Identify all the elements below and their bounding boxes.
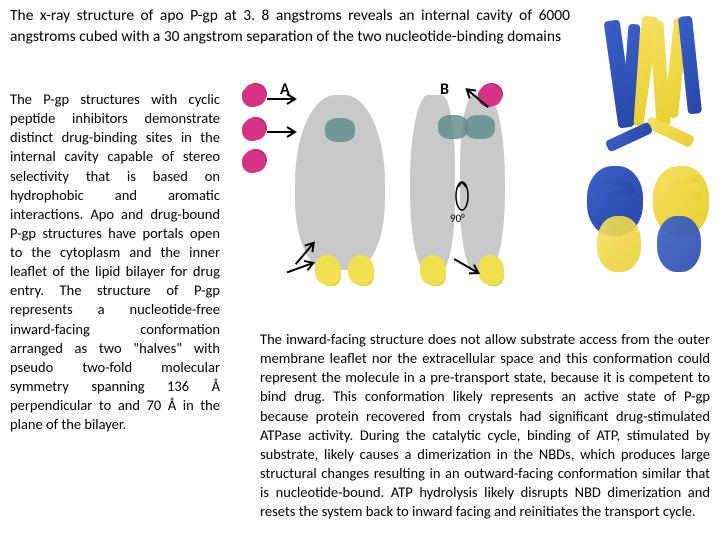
binding-site-a <box>325 118 355 142</box>
arrow-icon <box>265 92 301 106</box>
rotation-label: 90° <box>450 212 465 225</box>
inhibitor-icon <box>244 84 266 106</box>
inhibitor-icon <box>244 118 266 140</box>
binding-site-b2 <box>465 115 495 139</box>
nbd-domain-icon <box>315 255 341 285</box>
left-column-paragraph: The P-gp structures with cyclic peptide … <box>10 90 220 434</box>
inhibitor-icon <box>244 150 266 172</box>
rotation-arrow-icon <box>444 178 480 214</box>
right-column-paragraph: The inward-facing structure does not all… <box>260 330 710 521</box>
nbd-domain-icon <box>420 255 446 285</box>
header-paragraph: The x-ray structure of apo P-gp at 3. 8 … <box>10 6 570 48</box>
ribbon-structure <box>575 6 715 316</box>
arrow-icon <box>265 125 301 139</box>
nbd-domain-icon <box>348 255 374 285</box>
binding-site-b1 <box>438 115 468 139</box>
